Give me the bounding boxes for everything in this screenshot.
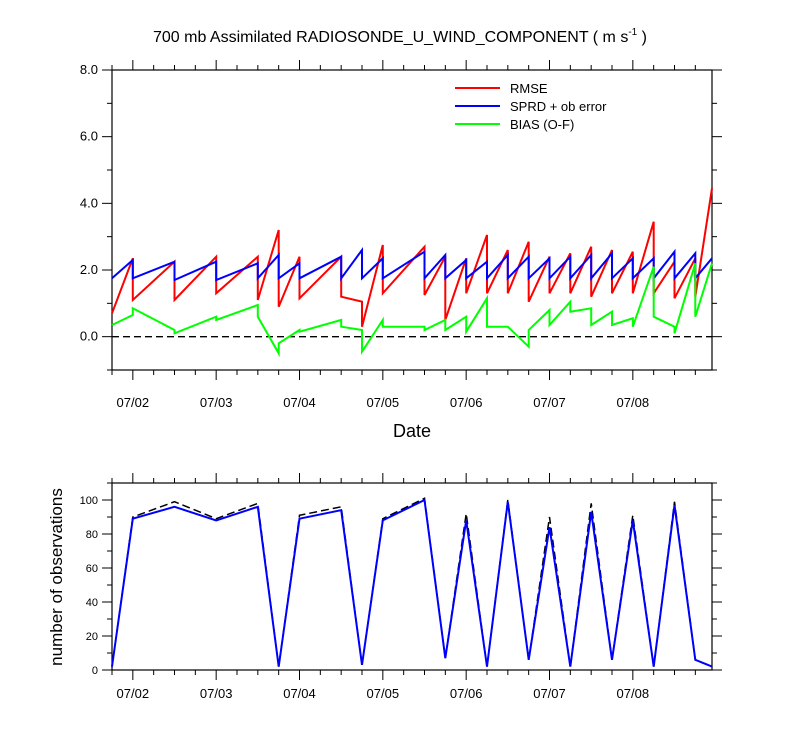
bottom-xtick-label: 07/03 [200, 686, 233, 701]
bottom-frame [111, 482, 713, 671]
bottom-xtick-label: 07/08 [617, 686, 650, 701]
top-xtick-label: 07/07 [533, 395, 566, 410]
bottom-y-axis-label: number of observations [47, 488, 66, 666]
bottom-xtick-label: 07/04 [283, 686, 316, 701]
top-frame [111, 69, 713, 371]
title-close: ) [637, 29, 647, 46]
bottom-xtick-label: 07/06 [450, 686, 483, 701]
bottom-xtick-label: 07/05 [367, 686, 400, 701]
top-chart: 0.0 2.0 4.0 6.0 8.0 07/02 07/03 07/04 07/05 07/06… [80, 60, 722, 410]
bottom-xtick-label: 07/07 [533, 686, 566, 701]
bottom-series-total-observations [111, 497, 713, 668]
bottom-ytick-label: 40 [86, 597, 98, 609]
top-xtick-label: 07/04 [283, 395, 316, 410]
top-series-sprd-ob-error [111, 246, 713, 282]
top-series-bias-o-f [111, 263, 713, 358]
top-legend-label-rmse: RMSE [510, 81, 548, 96]
top-ytick-label: 4.0 [80, 195, 98, 210]
top-legend-label-bias-o-f: BIAS (O-F) [510, 117, 574, 132]
bottom-ytick-label: 0 [92, 665, 98, 677]
top-xtick-label: 07/08 [617, 395, 650, 410]
title-main: 700 mb Assimilated RADIOSONDE_U_WIND_COM… [153, 29, 628, 46]
top-ytick-label: 2.0 [80, 262, 98, 277]
bottom-ytick-label: 80 [86, 529, 98, 541]
top-xtick-label: 07/03 [200, 395, 233, 410]
bottom-series-assimilated-observations [111, 498, 713, 668]
bottom-ytick-label: 20 [86, 631, 98, 643]
top-x-axis-label: Date [393, 421, 431, 441]
bottom-xtick-label: 07/02 [117, 686, 150, 701]
top-xtick-label: 07/02 [117, 395, 150, 410]
top-series-rmse [111, 188, 713, 327]
bottom-chart: 0 20 40 60 80 100 07/02 07/03 07/04 07/05 07/06 07/… [80, 473, 722, 701]
top-ytick-label: 8.0 [80, 62, 98, 77]
top-chart-title: 700 mb Assimilated RADIOSONDE_U_WIND_COM… [153, 27, 647, 46]
top-ytick-label: 0.0 [80, 329, 98, 344]
top-xtick-label: 07/06 [450, 395, 483, 410]
title-exponent: -1 [628, 27, 637, 38]
top-xtick-label: 07/05 [367, 395, 400, 410]
top-ytick-label: 6.0 [80, 129, 98, 144]
top-legend-label-sprd-ob-error: SPRD + ob error [510, 99, 607, 114]
bottom-ytick-label: 60 [86, 563, 98, 575]
bottom-ytick-label: 100 [80, 495, 98, 507]
